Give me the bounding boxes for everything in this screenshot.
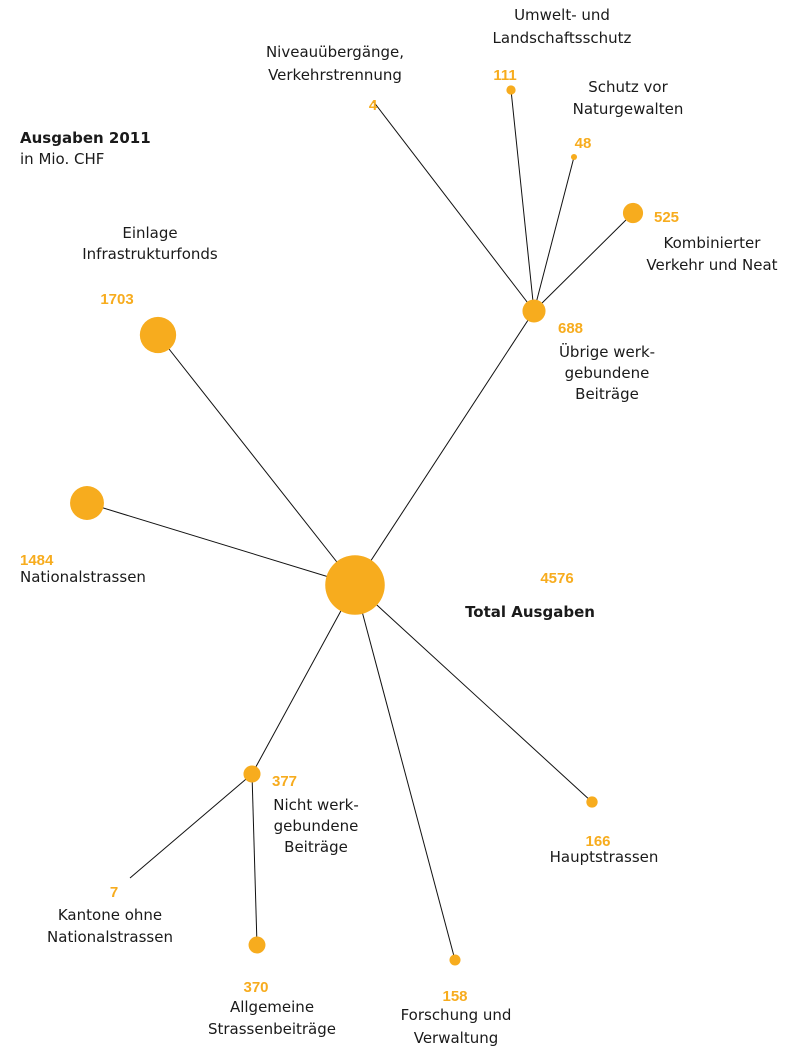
node-label: Verkehr und Neat — [646, 256, 777, 274]
node-label: Naturgewalten — [573, 100, 684, 118]
value-label: 7 — [110, 884, 118, 901]
connectors — [86, 89, 634, 961]
bubble — [506, 85, 516, 95]
connector — [354, 310, 535, 586]
node-label: Schutz vor — [588, 78, 668, 96]
node-label: Kantone ohne — [58, 906, 162, 924]
node-label: Kombinierter — [664, 234, 762, 252]
title: Ausgaben 2011 — [20, 129, 151, 147]
bubble — [248, 936, 266, 954]
value-label: 1703 — [100, 291, 133, 308]
connector — [251, 584, 356, 775]
bubble — [243, 765, 261, 783]
bubble — [70, 486, 104, 520]
value-label: 166 — [585, 833, 610, 850]
node-label: Nationalstrassen — [20, 568, 146, 586]
value-label: 4576 — [540, 570, 573, 587]
connector — [510, 89, 535, 312]
bubble — [622, 202, 644, 224]
value-label: 377 — [272, 773, 297, 790]
connector — [533, 156, 575, 312]
node-label: Forschung und — [401, 1006, 512, 1024]
node-label: Nicht werk- — [273, 796, 359, 814]
node-label: Strassenbeiträge — [208, 1020, 336, 1038]
value-label: 688 — [558, 320, 583, 337]
value-label: 4 — [369, 97, 378, 114]
node-label: Landschaftsschutz — [493, 29, 632, 47]
node-label: Einlage — [122, 224, 177, 242]
bubble — [522, 299, 546, 323]
node-label: Verkehrstrennung — [268, 66, 402, 84]
connector — [251, 773, 258, 946]
value-label: 1484 — [20, 552, 54, 569]
bubble — [570, 153, 578, 161]
value-label: 48 — [575, 135, 592, 152]
connector — [157, 334, 356, 586]
connector — [354, 584, 456, 961]
node-label: Hauptstrassen — [550, 848, 659, 866]
value-label: 111 — [493, 67, 516, 84]
subtitle: in Mio. CHF — [20, 150, 104, 168]
node-label: gebundene — [274, 817, 359, 835]
node-label: Niveauübergänge, — [266, 43, 404, 61]
connector — [354, 584, 593, 803]
bubble — [449, 954, 461, 966]
connector — [372, 100, 535, 312]
value-label: 158 — [442, 988, 467, 1005]
bubble — [586, 796, 598, 808]
value-label: 525 — [654, 209, 679, 226]
bubble — [139, 316, 177, 354]
node-label: Beiträge — [575, 385, 639, 403]
node-label: Nationalstrassen — [47, 928, 173, 946]
value-label: 370 — [243, 979, 268, 996]
node-label: Allgemeine — [230, 998, 314, 1016]
node-label: Übrige werk- — [559, 342, 655, 361]
node-label: Umwelt- und — [514, 6, 610, 24]
node-label: gebundene — [565, 364, 650, 382]
node-label: Verwaltung — [414, 1029, 499, 1047]
node-label: Infrastrukturfonds — [82, 245, 218, 263]
node-label: Total Ausgaben — [465, 603, 595, 621]
bubble — [325, 555, 385, 615]
connector — [86, 502, 356, 586]
connector — [533, 212, 634, 312]
node-label: Beiträge — [284, 838, 348, 856]
connector — [129, 773, 253, 879]
